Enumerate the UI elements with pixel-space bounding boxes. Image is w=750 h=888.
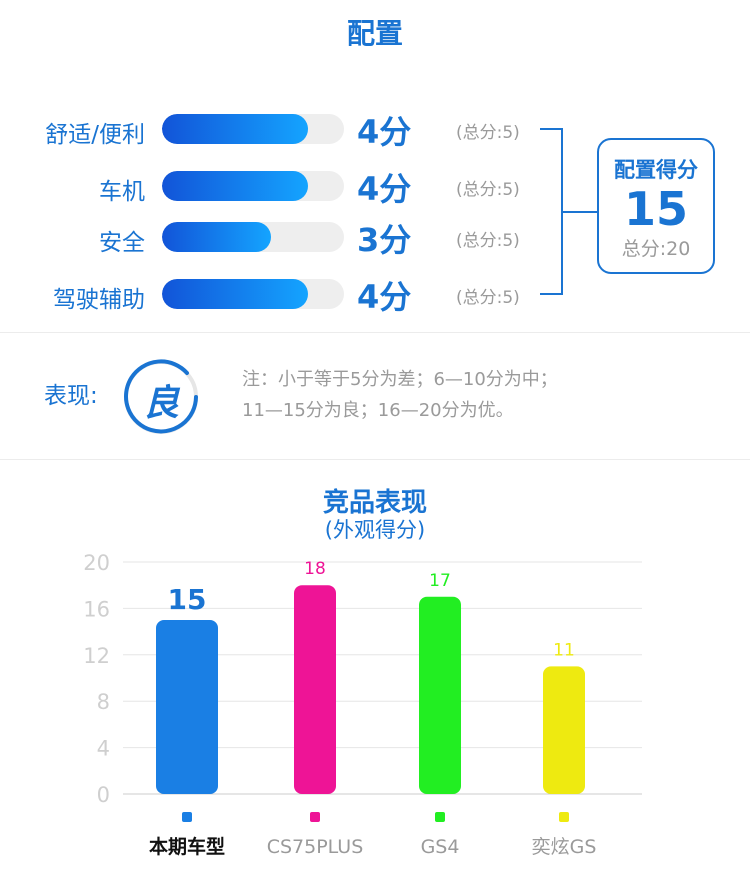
config-row-label: 舒适/便利 [45,122,145,148]
y-tick-label: 20 [83,551,110,575]
category-label: 奕炫GS [532,836,597,858]
bar [419,596,461,794]
config-title: 配置 [346,17,403,50]
config-row-total: (总分:5) [456,231,520,251]
category-label: CS75PLUS [267,836,364,858]
config-row-fill [162,114,308,144]
config-row-track [162,279,344,309]
config-row-total: (总分:5) [456,123,520,143]
config-row: 安全 3分 (总分:5) [0,217,560,259]
config-row-fill [162,222,272,252]
config-row-fill [162,171,308,201]
config-row-track [162,114,344,144]
legend-marker [559,812,569,822]
y-tick-label: 12 [83,644,110,668]
bar-value-label: 17 [429,571,451,591]
y-tick-label: 0 [97,783,110,807]
y-tick-label: 16 [83,597,110,621]
bar-value-label: 15 [168,583,207,616]
config-row-score: 4分 [357,278,412,316]
divider-bottom [0,459,750,460]
legend-marker [310,812,320,822]
config-row-track [162,222,344,252]
config-row-label: 安全 [99,230,145,256]
config-score-total: 总分:20 [621,238,691,260]
legend-marker [182,812,192,822]
y-tick-label: 8 [97,690,110,714]
config-row-total: (总分:5) [456,180,520,200]
config-row: 车机 4分 (总分:5) [0,166,560,208]
config-row: 驾驶辅助 4分 (总分:5) [0,274,560,316]
rating-ring-icon [124,359,198,434]
config-score-value: 15 [623,182,688,236]
config-row-score: 4分 [357,170,412,208]
config-row-label: 车机 [99,179,145,205]
config-row-track [162,171,344,201]
performance-label: 表现: [44,383,98,409]
config-score-box: 配置得分 15 总分:20 [597,138,715,274]
bar-value-label: 11 [553,640,575,660]
chart-title: 竞品表现 [322,488,427,518]
config-score-heading: 配置得分 [614,158,698,182]
config-row-score: 4分 [357,113,412,151]
y-tick-label: 4 [97,737,110,761]
config-row-score: 3分 [357,221,412,259]
divider-top [0,332,750,333]
config-row: 舒适/便利 4分 (总分:5) [0,109,560,151]
category-label: 本期车型 [149,835,225,858]
rating-value: 良 [142,383,179,424]
bar [294,585,336,794]
rating-note-line2: 11—15分为良；16—20分为优。 [242,400,514,421]
rating-note-line1: 注：小于等于5分为差；6—10分为中； [242,369,558,390]
category-label: GS4 [421,836,460,858]
config-row-total: (总分:5) [456,288,520,308]
config-row-fill [162,279,308,309]
bar [156,620,218,794]
bar-value-label: 18 [304,559,326,579]
chart-subtitle: (外观得分) [324,518,426,542]
legend-marker [435,812,445,822]
bar [543,666,585,794]
config-row-label: 驾驶辅助 [53,287,145,313]
